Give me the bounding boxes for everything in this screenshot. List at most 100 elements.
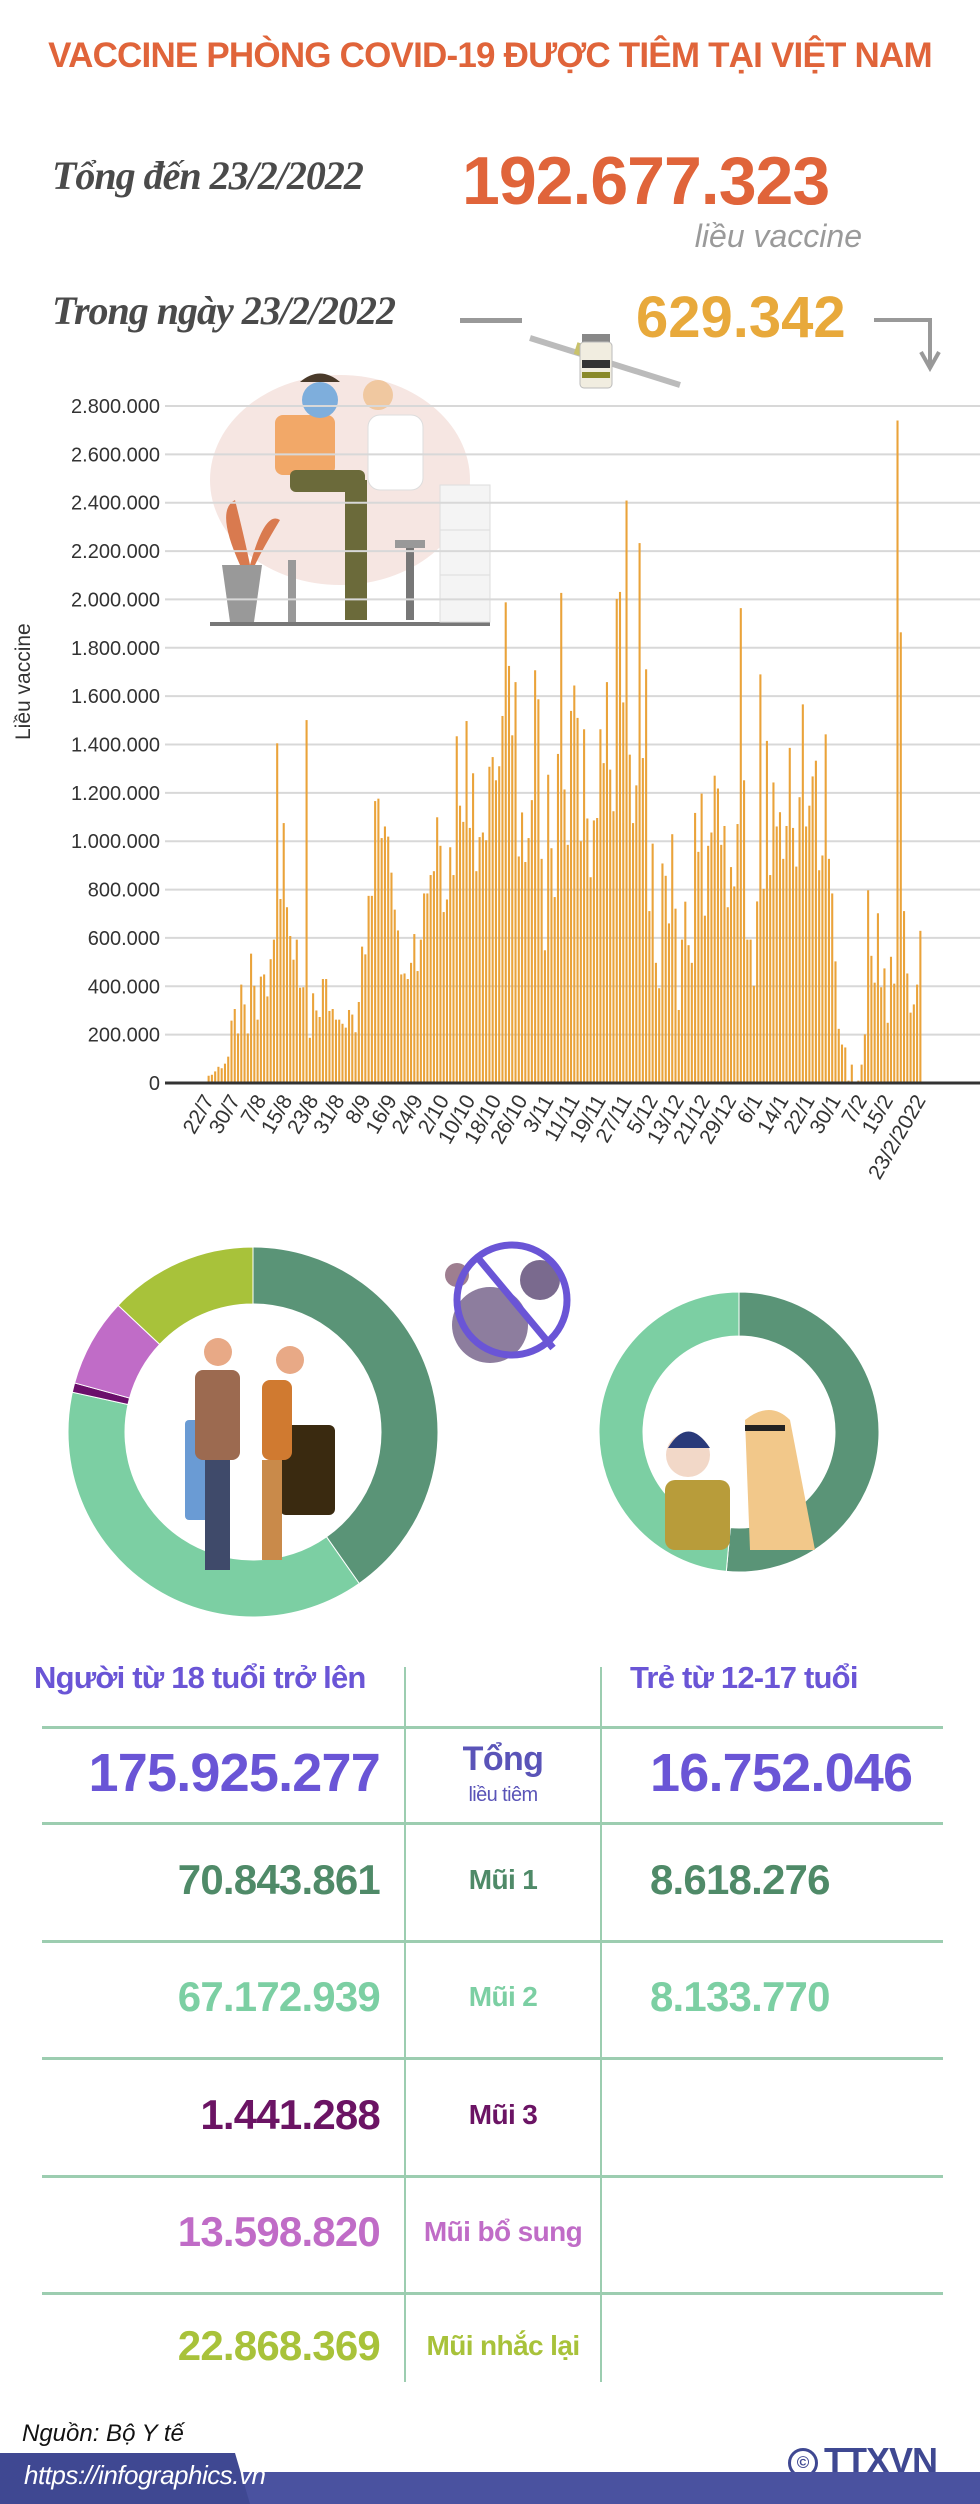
bar: [707, 845, 710, 1083]
adult-dose3-value: 1.441.288: [200, 2091, 380, 2138]
bar: [243, 1004, 246, 1083]
adult-additional-dose-value: 13.598.820: [177, 2208, 381, 2255]
bar: [472, 773, 475, 1083]
bar: [602, 763, 605, 1083]
bar: [259, 976, 262, 1083]
bar: [906, 973, 909, 1083]
bar: [899, 632, 902, 1083]
bar: [759, 674, 762, 1083]
child-donut-chart: [598, 1291, 880, 1573]
bar: [295, 939, 298, 1083]
bar: [426, 893, 429, 1083]
bar: [788, 747, 791, 1083]
day-value: 629.342: [636, 285, 846, 350]
bar: [396, 930, 400, 1083]
bar: [840, 1044, 844, 1083]
bar: [478, 837, 481, 1083]
bar: [824, 734, 827, 1083]
bar: [452, 875, 455, 1083]
bar: [902, 911, 906, 1083]
bar: [850, 1064, 853, 1083]
bar: [645, 669, 648, 1083]
total-unit: liều vaccine: [694, 218, 862, 254]
adult-booster-value: 22.868.369: [177, 2322, 381, 2369]
adult-total-value: 175.925.277: [88, 1743, 381, 1803]
bar: [919, 930, 922, 1083]
vaccine-vial-icon: [529, 334, 681, 389]
bar: [654, 962, 657, 1083]
bar: [432, 871, 435, 1083]
bar: [393, 909, 396, 1083]
bar: [380, 838, 383, 1083]
bar: [651, 843, 654, 1083]
table-divider: [42, 2175, 943, 2178]
y-tick-label: 0: [149, 1073, 160, 1095]
bar: [798, 797, 801, 1083]
bar: [778, 812, 782, 1083]
bar: [674, 908, 677, 1083]
bar: [821, 855, 824, 1083]
bar: [517, 856, 520, 1083]
bar: [782, 858, 785, 1083]
bar: [834, 961, 837, 1083]
table-divider: [404, 1667, 406, 2382]
bar: [628, 754, 631, 1083]
donut-segment-booster: [117, 1246, 254, 1346]
bar: [429, 875, 432, 1083]
bar: [530, 800, 533, 1083]
bar: [553, 897, 556, 1083]
bar: [873, 982, 876, 1083]
bar: [827, 858, 830, 1083]
bar: [292, 959, 295, 1083]
y-tick-label: 1.600.000: [71, 686, 160, 708]
bar: [351, 1014, 354, 1083]
donut-segment-dose1: [252, 1246, 439, 1585]
bar: [661, 863, 664, 1083]
bar: [534, 670, 537, 1083]
bar: [886, 1022, 889, 1083]
bar: [344, 1027, 347, 1083]
bar: [543, 950, 546, 1083]
y-tick-label: 2.400.000: [71, 493, 160, 515]
bar: [468, 827, 471, 1083]
source-note: Nguồn: Bộ Y tế: [22, 2420, 184, 2447]
bar: [354, 1032, 357, 1083]
y-tick-label: 400.000: [88, 976, 160, 998]
y-tick-label: 2.000.000: [71, 589, 160, 611]
bar: [880, 987, 883, 1083]
bar: [893, 983, 896, 1083]
bar: [684, 901, 687, 1083]
bar: [481, 832, 484, 1083]
bar: [524, 862, 527, 1083]
y-tick-label: 1.200.000: [71, 783, 160, 805]
bar: [507, 665, 511, 1083]
row-label-dose1: Mũi 1: [468, 1864, 538, 1895]
bar: [664, 875, 667, 1083]
y-tick-label: 800.000: [88, 880, 160, 902]
bar: [677, 1009, 680, 1083]
bar: [458, 805, 462, 1083]
bar: [387, 836, 390, 1083]
bar: [491, 757, 494, 1083]
bar: [576, 717, 579, 1083]
bar: [863, 1034, 866, 1083]
bar: [485, 840, 488, 1083]
bar: [250, 953, 253, 1083]
bar: [795, 866, 798, 1083]
bar: [514, 682, 517, 1083]
bar: [504, 602, 507, 1083]
bar: [632, 823, 635, 1083]
bar: [785, 825, 788, 1083]
bar: [272, 939, 275, 1083]
bar: [217, 1066, 220, 1083]
bar: [769, 875, 772, 1083]
bar: [713, 775, 716, 1083]
bar: [876, 913, 879, 1083]
virus-prohibited-icon: [445, 1241, 571, 1363]
bar: [269, 959, 272, 1083]
bar: [240, 984, 243, 1083]
row-label-additional-dose: Mũi bổ sung: [423, 2216, 583, 2247]
website-link[interactable]: https://infographics.vn: [24, 2460, 266, 2490]
bar: [455, 736, 458, 1083]
vaccine-daily-bar-chart: 0 200.000 400.000 600.000 800.000 1.000.000 1.…: [71, 373, 980, 1183]
